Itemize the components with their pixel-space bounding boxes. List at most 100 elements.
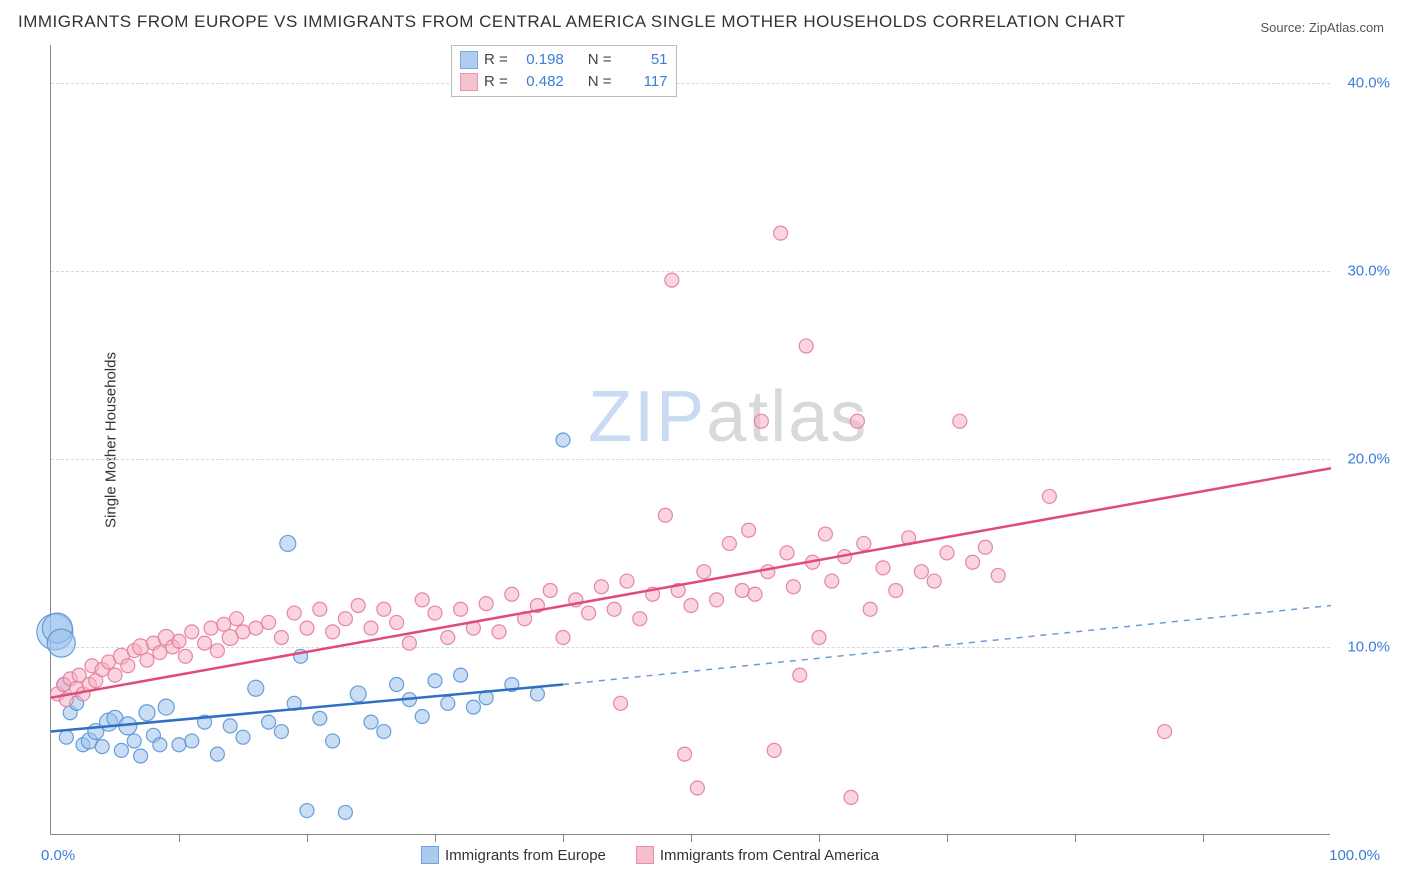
data-point [280,535,296,551]
data-point [338,612,352,626]
data-point [59,730,73,744]
data-point [210,747,224,761]
data-point [441,631,455,645]
data-point [850,414,864,428]
data-point [127,734,141,748]
y-tick-label: 20.0% [1347,450,1390,467]
data-point [172,634,186,648]
x-tick [435,834,436,842]
stats-row: R =0.198N =51 [460,49,668,71]
data-point [198,636,212,650]
scatter-svg [51,45,1330,834]
legend-item: Immigrants from Central America [636,846,879,864]
data-point [140,653,154,667]
y-tick-label: 30.0% [1347,262,1390,279]
data-point [786,580,800,594]
data-point [390,678,404,692]
data-point [402,636,416,650]
data-point [185,625,199,639]
data-point [978,540,992,554]
data-point [767,743,781,757]
stat-n-value: 117 [618,71,668,93]
legend-item: Immigrants from Europe [421,846,606,864]
data-point [991,568,1005,582]
data-point [825,574,839,588]
data-point [889,583,903,597]
data-point [47,629,75,657]
data-point [313,711,327,725]
data-point [761,565,775,579]
data-point [940,546,954,560]
data-point [326,734,340,748]
data-point [249,621,263,635]
data-point [620,574,634,588]
data-point [697,565,711,579]
legend-bottom: Immigrants from Europe Immigrants from Ce… [421,846,879,864]
data-point [543,583,557,597]
data-point [428,606,442,620]
data-point [134,749,148,763]
x-tick [1203,834,1204,842]
data-point [582,606,596,620]
x-tick [1075,834,1076,842]
legend-swatch [636,846,654,864]
x-axis-min-label: 0.0% [41,847,75,864]
data-point [607,602,621,616]
data-point [338,805,352,819]
data-point [108,668,122,682]
data-point [594,580,608,594]
y-tick-label: 10.0% [1347,638,1390,655]
data-point [210,644,224,658]
stat-n-value: 51 [618,49,668,71]
data-point [153,738,167,752]
data-point [633,612,647,626]
data-point [818,527,832,541]
stats-box: R =0.198N =51R =0.482N =117 [451,45,677,97]
data-point [230,612,244,626]
data-point [139,705,155,721]
data-point [742,523,756,537]
data-point [678,747,692,761]
data-point [780,546,794,560]
data-point [350,686,366,702]
data-point [300,621,314,635]
data-point [236,730,250,744]
plot-area: Single Mother Households 10.0%20.0%30.0%… [50,45,1330,835]
data-point [287,606,301,620]
data-point [953,414,967,428]
regression-line [51,685,563,732]
data-point [364,621,378,635]
data-point [556,433,570,447]
data-point [178,649,192,663]
data-point [390,615,404,629]
x-tick [819,834,820,842]
stat-r-label: R = [484,71,508,93]
data-point [722,536,736,550]
data-point [844,790,858,804]
data-point [364,715,378,729]
legend-label: Immigrants from Central America [660,847,879,864]
x-tick [307,834,308,842]
data-point [95,740,109,754]
y-tick-label: 40.0% [1347,74,1390,91]
data-point [441,696,455,710]
stat-r-label: R = [484,49,508,71]
data-point [377,602,391,616]
data-point [248,680,264,696]
data-point [793,668,807,682]
stat-n-label: N = [588,49,612,71]
data-point [454,668,468,682]
data-point [236,625,250,639]
data-point [204,621,218,635]
data-point [927,574,941,588]
data-point [454,602,468,616]
data-point [466,700,480,714]
stat-n-label: N = [588,71,612,93]
legend-label: Immigrants from Europe [445,847,606,864]
data-point [857,536,871,550]
data-point [428,674,442,688]
data-point [812,631,826,645]
data-point [614,696,628,710]
data-point [754,414,768,428]
data-point [556,631,570,645]
